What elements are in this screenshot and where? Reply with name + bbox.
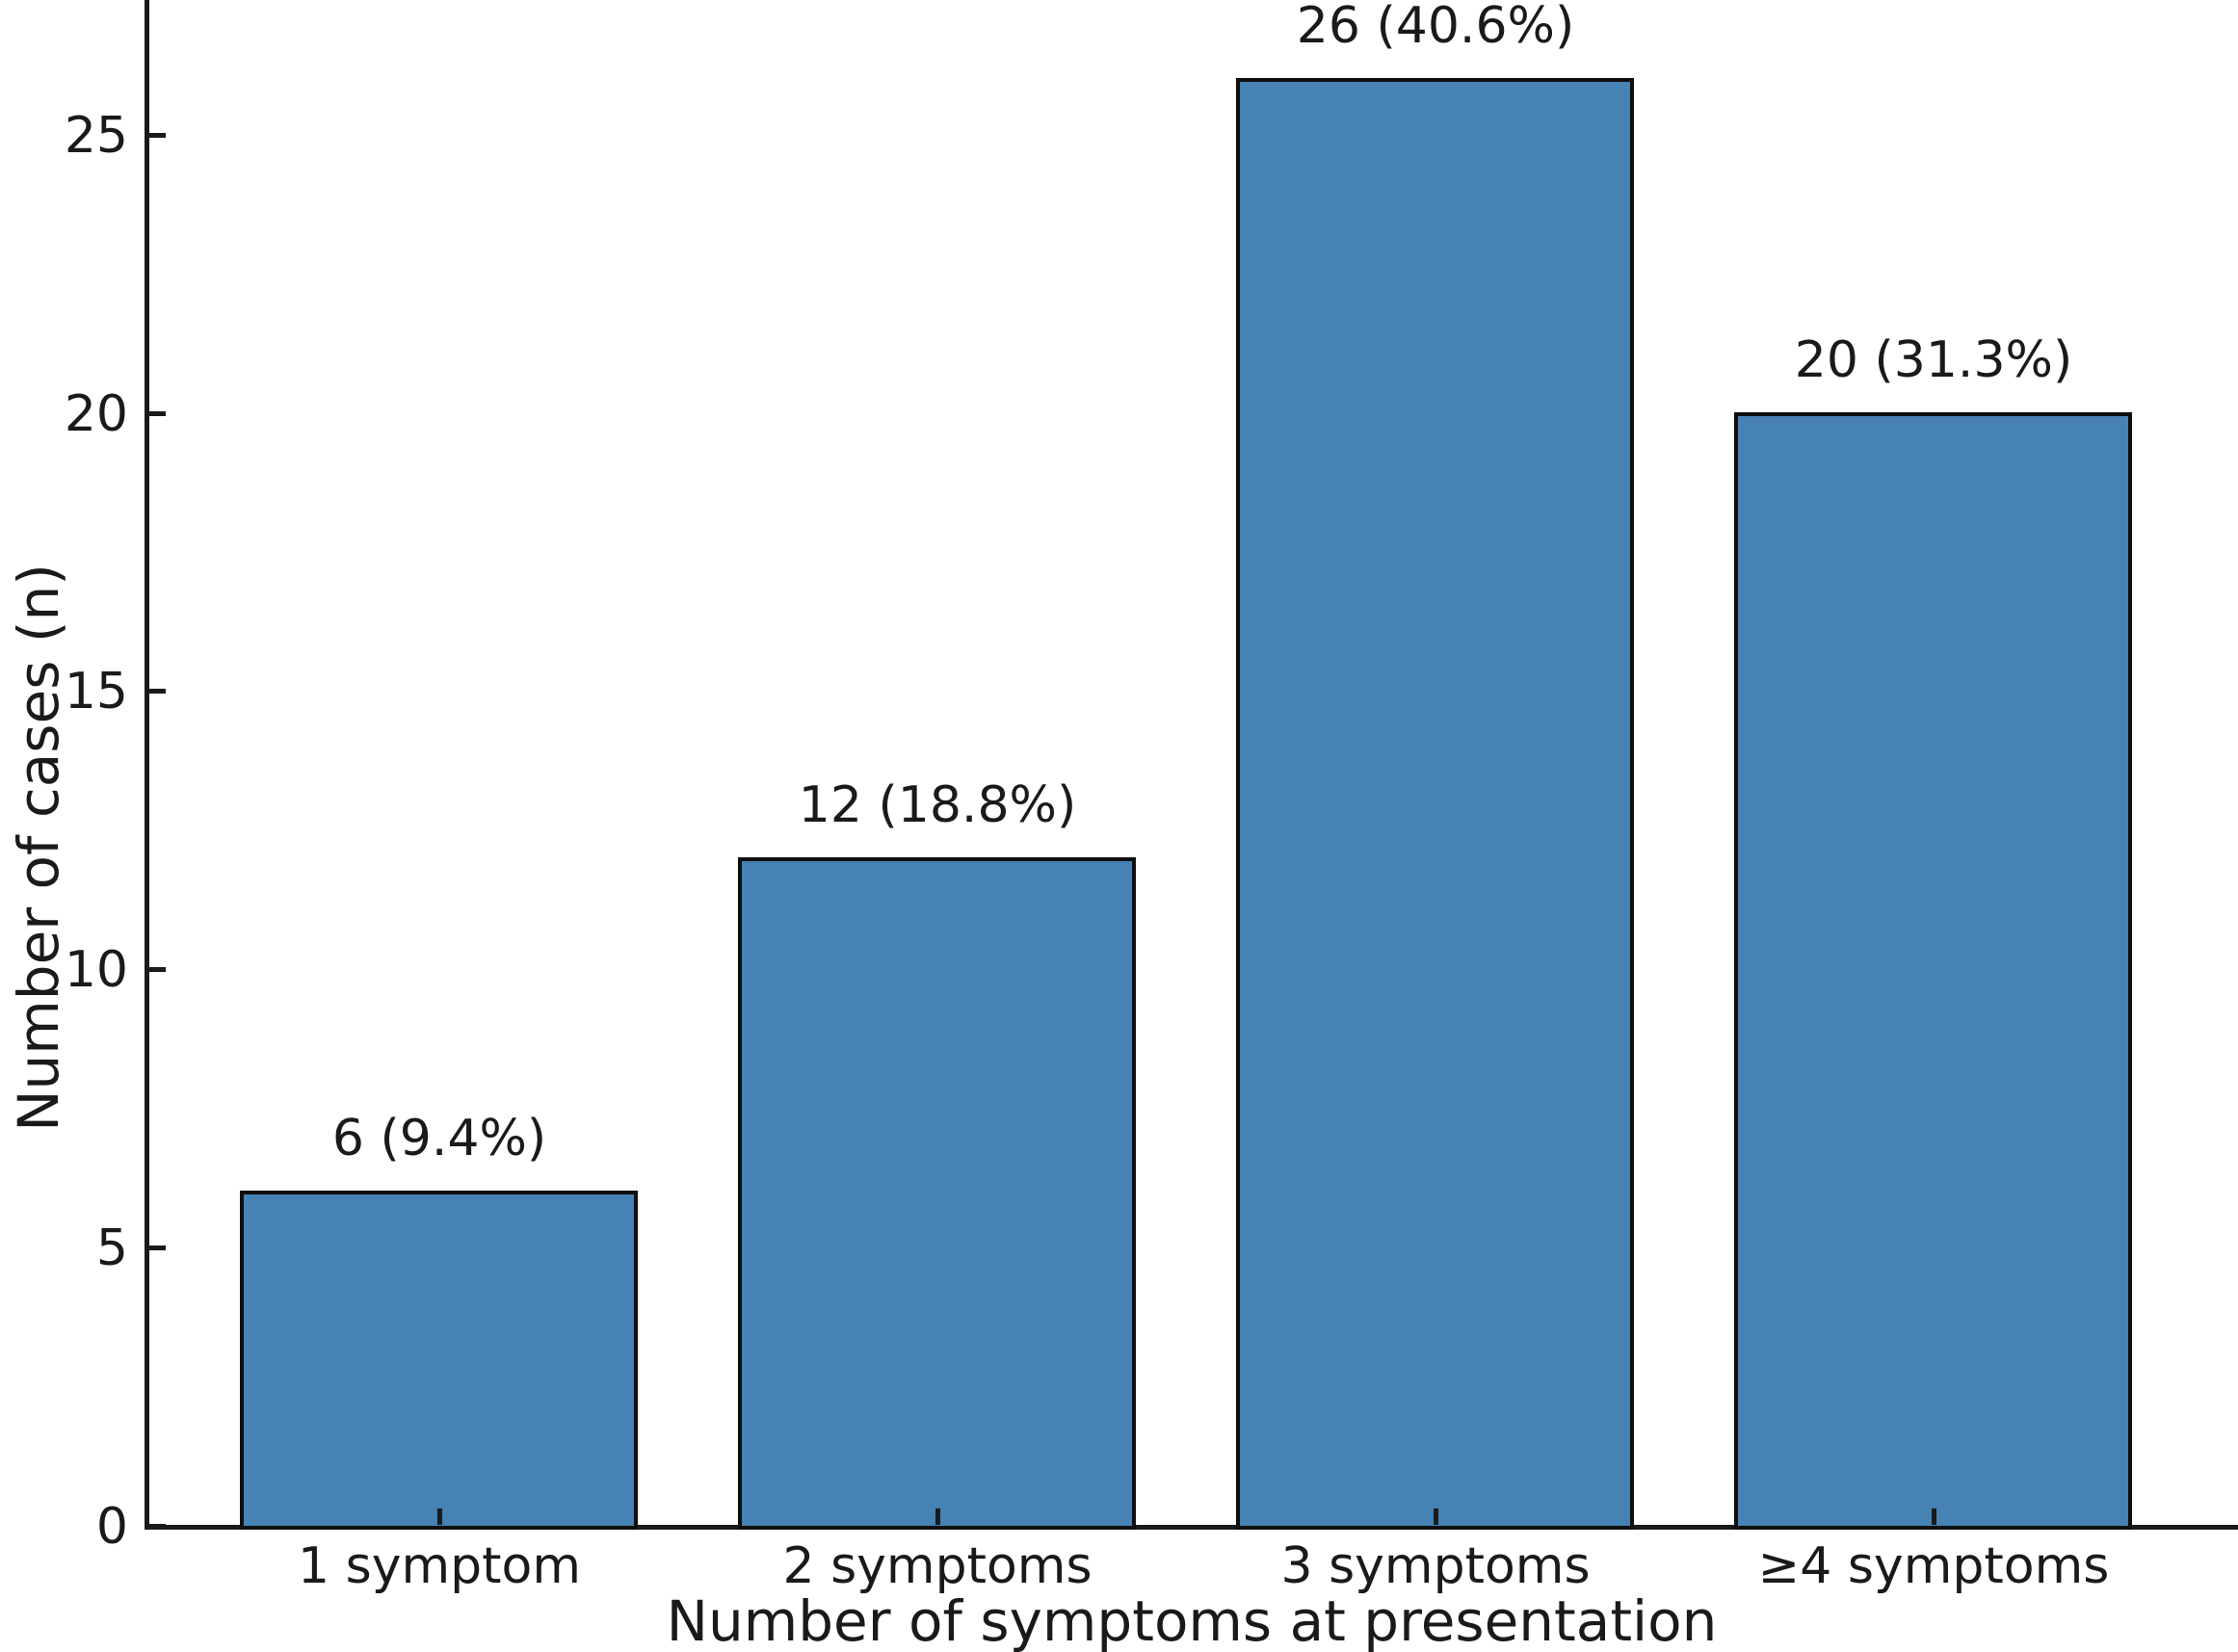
y-tick-label: 0 [95,1498,128,1556]
x-tick [935,1508,940,1525]
y-tick-label: 5 [95,1219,128,1278]
x-tick-label: 2 symptoms [782,1537,1093,1595]
x-tick-label: 3 symptoms [1280,1537,1591,1595]
x-tick [437,1508,442,1525]
x-axis-line [145,1525,2238,1530]
y-tick-label: 15 [64,663,128,721]
y-tick [149,967,166,973]
y-tick-label: 10 [64,941,128,1000]
y-tick [149,132,166,138]
y-tick [149,1246,166,1251]
y-tick-label: 20 [64,384,128,443]
y-axis-line [145,0,149,1530]
y-tick-label: 25 [64,106,128,165]
bar [738,857,1136,1530]
x-tick-label: 1 symptom [298,1537,581,1595]
bar-value-label: 12 (18.8%) [798,776,1077,834]
y-tick [149,1524,166,1529]
x-tick [1434,1508,1438,1525]
y-tick [149,410,166,416]
bar-value-label: 6 (9.4%) [331,1110,547,1167]
bar-value-label: 20 (31.3%) [1794,331,2073,389]
x-tick-label: ≥4 symptoms [1757,1537,2110,1595]
bar-value-label: 26 (40.6%) [1296,0,1575,55]
bar [240,1191,638,1530]
bar [1734,412,2132,1530]
bar [1236,78,1634,1530]
x-tick [1932,1508,1936,1525]
x-axis-title: Number of symptoms at presentation [666,1588,1718,1652]
y-tick [149,689,166,695]
